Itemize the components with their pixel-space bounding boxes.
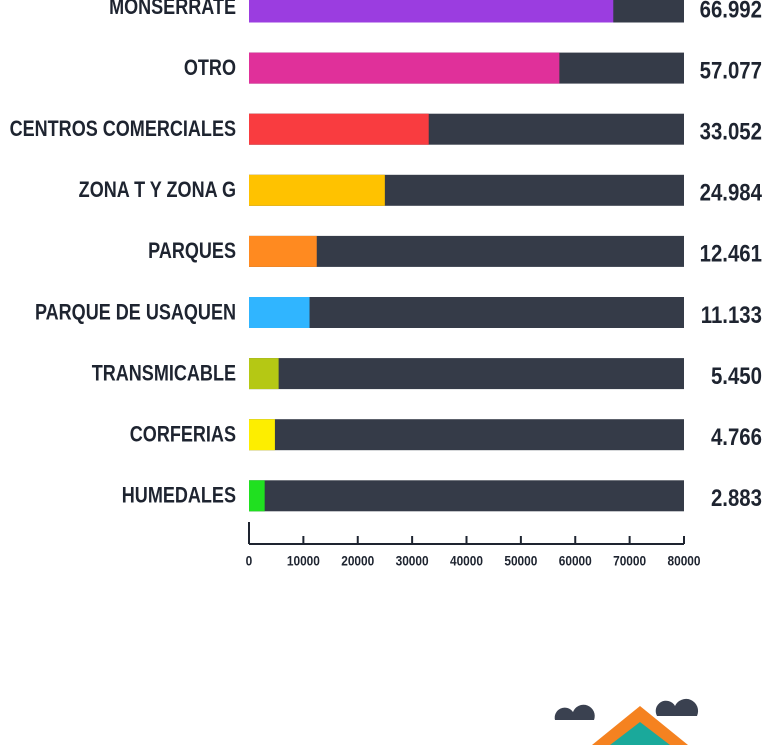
bar xyxy=(249,235,317,267)
x-tick-label: 20000 xyxy=(341,553,374,569)
x-tick-label: 0 xyxy=(246,553,253,569)
category-label: ZONA T Y ZONA G xyxy=(79,179,236,203)
bar-track xyxy=(249,358,684,390)
value-label: 66.992 xyxy=(700,0,762,23)
category-label: MONSERRATE xyxy=(109,0,236,19)
x-tick-label: 10000 xyxy=(287,553,320,569)
value-label: 5.450 xyxy=(711,362,762,389)
category-label: CORFERIAS xyxy=(130,423,236,447)
x-tick-label: 60000 xyxy=(559,553,592,569)
x-tick-label: 30000 xyxy=(396,553,429,569)
value-label: 11.133 xyxy=(701,301,762,328)
bar xyxy=(249,358,279,390)
bar-track xyxy=(249,480,684,512)
category-label: TRANSMICABLE xyxy=(92,362,236,386)
bar-track xyxy=(249,419,684,451)
bar-track xyxy=(249,297,684,328)
bar xyxy=(249,0,614,23)
bar xyxy=(249,480,265,512)
value-label: 2.883 xyxy=(711,485,762,512)
bar xyxy=(249,297,310,328)
bar xyxy=(249,419,275,451)
logo xyxy=(554,698,699,745)
x-tick-label: 50000 xyxy=(504,553,537,569)
bar-track xyxy=(249,235,684,267)
bar xyxy=(249,174,385,206)
x-tick-label: 40000 xyxy=(450,553,483,569)
value-label: 12.461 xyxy=(700,240,762,267)
value-label: 4.766 xyxy=(711,423,762,450)
value-label: 57.077 xyxy=(700,57,762,84)
bar xyxy=(249,52,560,84)
x-tick-label: 80000 xyxy=(667,553,700,569)
category-label: HUMEDALES xyxy=(122,484,236,508)
x-tick-label: 70000 xyxy=(613,553,646,569)
category-label: PARQUE DE USAQUEN xyxy=(35,301,236,325)
value-label: 24.984 xyxy=(700,179,763,206)
category-label: OTRO xyxy=(184,56,236,80)
value-label: 33.052 xyxy=(700,118,762,145)
category-label: CENTROS COMERCIALES xyxy=(10,117,236,141)
category-label: PARQUES xyxy=(148,240,236,264)
bar xyxy=(249,113,429,145)
